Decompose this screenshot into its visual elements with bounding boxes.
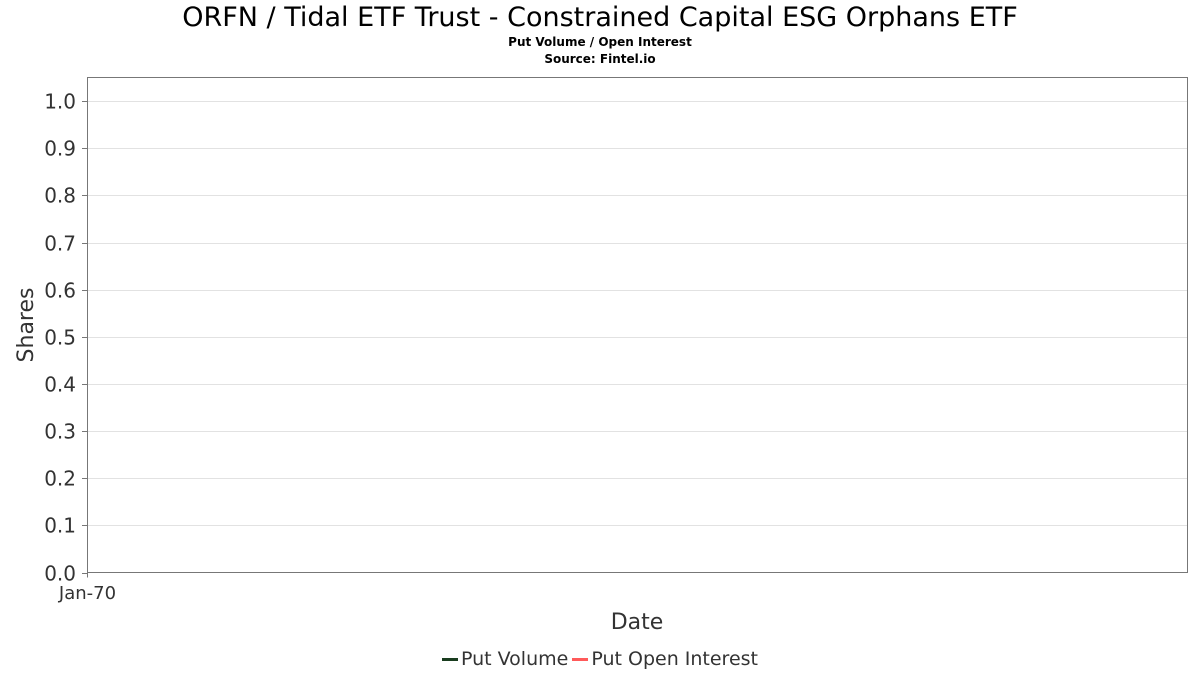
- legend-item-put-open-interest: Put Open Interest: [572, 646, 758, 672]
- y-tick-label: 0.4: [44, 373, 76, 397]
- chart-legend: Put Volume Put Open Interest: [0, 646, 1200, 672]
- legend-label-put-open-interest: Put Open Interest: [591, 648, 758, 670]
- y-axis-label: Shares: [14, 288, 39, 363]
- legend-label-put-volume: Put Volume: [461, 648, 569, 670]
- y-tick-label: 0.3: [44, 420, 76, 444]
- y-tick-label: 1.0: [44, 90, 76, 114]
- chart-source: Source: Fintel.io: [544, 52, 656, 66]
- y-tick-label: 0.9: [44, 137, 76, 161]
- x-axis-label: Date: [611, 610, 664, 635]
- y-tick-label: 0.7: [44, 232, 76, 256]
- y-tick-label: 0.1: [44, 514, 76, 538]
- y-tick-label: 0.8: [44, 184, 76, 208]
- y-axis-ticks: 0.0 0.1 0.2 0.3 0.4 0.5 0.6 0.7 0.8 0.9 1.0: [44, 90, 88, 586]
- x-tick-label: Jan-70: [58, 583, 116, 604]
- x-axis-ticks: Jan-70: [58, 572, 116, 604]
- legend-item-put-volume: Put Volume: [442, 646, 568, 672]
- y-tick-label: 0.0: [44, 562, 76, 586]
- y-tick-label: 0.2: [44, 467, 76, 491]
- legend-swatch-put-open-interest: [572, 657, 589, 661]
- y-tick-label: 0.5: [44, 326, 76, 350]
- y-tick-label: 0.6: [44, 279, 76, 303]
- plot-frame: [87, 77, 1188, 573]
- chart-title: ORFN / Tidal ETF Trust - Constrained Cap…: [182, 2, 1018, 33]
- grid-lines: [87, 101, 1188, 526]
- legend-swatch-put-volume: [442, 657, 458, 661]
- chart-subtitle: Put Volume / Open Interest: [508, 35, 692, 49]
